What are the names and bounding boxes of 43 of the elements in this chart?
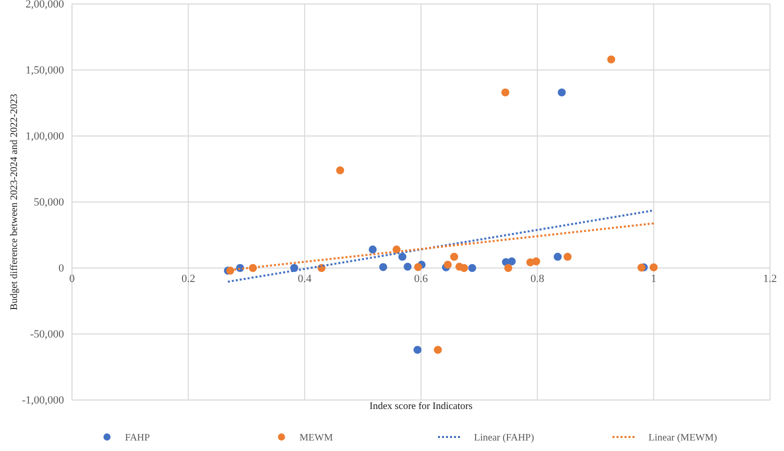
x-tick-label: 0 [69, 272, 76, 285]
y-tick-label: -1,00,000 [22, 394, 64, 407]
legend-label: MEWM [300, 432, 333, 444]
x-tick-label: 0.2 [181, 272, 196, 285]
point [460, 264, 468, 272]
y-tick-label: 2,00,000 [26, 0, 64, 11]
point [558, 88, 566, 96]
legend-label: Linear (MEWM) [648, 432, 718, 444]
point [508, 257, 516, 266]
point [532, 257, 540, 266]
point [444, 260, 452, 269]
point [504, 264, 512, 272]
point [450, 252, 458, 261]
y-axis-title: Budget difference between 2023-2024 and 2022-2023 [9, 94, 20, 310]
y-tick-label: 0 [58, 262, 64, 275]
y-tick-label: 1,50,000 [26, 64, 64, 77]
point [414, 263, 422, 272]
y-tick-label: -50,000 [30, 328, 64, 341]
point [404, 262, 412, 271]
point [368, 246, 377, 254]
point [607, 55, 616, 64]
point [468, 264, 476, 272]
x-tick-label: 1 [650, 272, 656, 285]
point [501, 88, 510, 96]
point [650, 263, 658, 272]
legend-label: FAHP [125, 432, 150, 444]
point [336, 166, 344, 174]
point [414, 346, 422, 354]
point [379, 263, 388, 272]
point [554, 252, 562, 261]
x-tick-label: 0.6 [414, 272, 428, 285]
point [637, 264, 646, 272]
point [564, 252, 572, 261]
x-tick-label: 0.8 [530, 272, 545, 285]
y-tick-label: 50,000 [34, 196, 64, 209]
point [226, 266, 234, 275]
y-tick-label: 1,00,000 [26, 130, 64, 143]
point [434, 346, 442, 354]
point [398, 252, 406, 261]
x-tick-label: 1.2 [763, 272, 777, 285]
legend-label: Linear (FAHP) [474, 432, 534, 444]
x-axis-title: Index score for Indicators [369, 401, 473, 412]
x-tick-label: 0.4 [298, 272, 312, 285]
